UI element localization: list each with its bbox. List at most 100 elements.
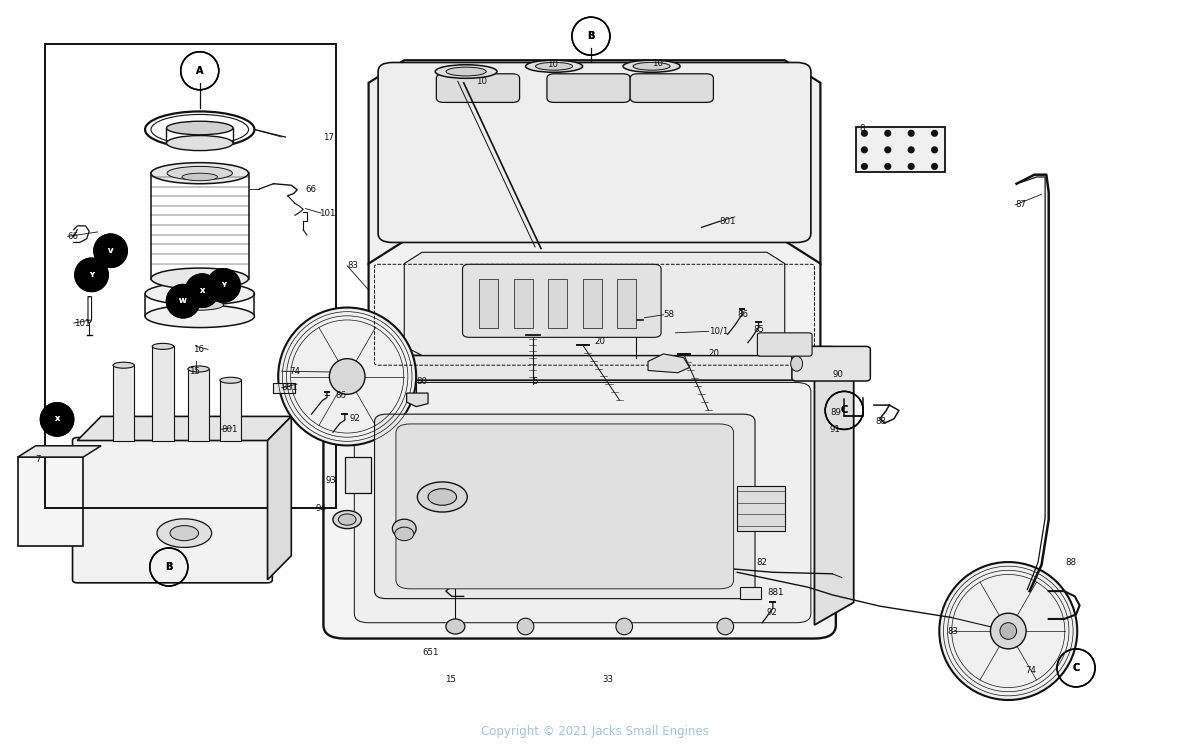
Ellipse shape bbox=[526, 60, 583, 72]
Ellipse shape bbox=[517, 618, 534, 635]
FancyBboxPatch shape bbox=[547, 74, 630, 102]
Text: 90: 90 bbox=[832, 370, 843, 380]
FancyBboxPatch shape bbox=[378, 62, 811, 242]
Polygon shape bbox=[407, 393, 428, 407]
Text: X: X bbox=[200, 288, 205, 294]
Polygon shape bbox=[369, 241, 820, 367]
Ellipse shape bbox=[861, 130, 868, 137]
Ellipse shape bbox=[1000, 623, 1017, 639]
Text: A: A bbox=[196, 66, 203, 76]
Ellipse shape bbox=[145, 282, 254, 305]
Text: X: X bbox=[200, 288, 205, 294]
Text: 74: 74 bbox=[289, 367, 300, 376]
Text: 85: 85 bbox=[754, 325, 765, 334]
Text: ENGINES: ENGINES bbox=[564, 445, 625, 459]
Text: 10/1: 10/1 bbox=[709, 327, 728, 336]
Text: 93: 93 bbox=[326, 476, 336, 485]
Polygon shape bbox=[273, 383, 295, 393]
Text: 33: 33 bbox=[603, 675, 614, 684]
Text: W: W bbox=[180, 298, 187, 304]
Ellipse shape bbox=[990, 613, 1026, 649]
Text: 58: 58 bbox=[663, 310, 674, 319]
Text: V: V bbox=[108, 248, 113, 254]
Text: C: C bbox=[1072, 663, 1080, 673]
Text: X: X bbox=[55, 416, 59, 422]
Text: 20: 20 bbox=[709, 349, 719, 358]
Ellipse shape bbox=[75, 258, 108, 291]
Text: 92: 92 bbox=[767, 608, 778, 617]
FancyBboxPatch shape bbox=[396, 424, 734, 589]
Text: 101: 101 bbox=[74, 319, 90, 328]
Ellipse shape bbox=[717, 618, 734, 635]
Ellipse shape bbox=[157, 519, 212, 547]
Ellipse shape bbox=[333, 511, 361, 529]
Text: B: B bbox=[165, 562, 172, 572]
Ellipse shape bbox=[185, 274, 219, 307]
FancyBboxPatch shape bbox=[436, 74, 520, 102]
Text: 101: 101 bbox=[319, 209, 335, 218]
Polygon shape bbox=[345, 355, 814, 380]
Ellipse shape bbox=[395, 527, 414, 541]
Text: 881: 881 bbox=[282, 383, 298, 392]
Ellipse shape bbox=[40, 403, 74, 436]
Text: 66: 66 bbox=[68, 232, 78, 241]
Text: 89: 89 bbox=[830, 408, 841, 417]
Bar bbox=[18, 457, 83, 546]
Text: SMALL: SMALL bbox=[566, 429, 623, 444]
Ellipse shape bbox=[623, 60, 680, 72]
Text: B: B bbox=[587, 31, 594, 41]
Ellipse shape bbox=[329, 358, 365, 395]
Ellipse shape bbox=[417, 482, 467, 512]
Text: V: V bbox=[108, 248, 113, 254]
Bar bbox=[583, 279, 602, 328]
Bar bbox=[479, 279, 498, 328]
Ellipse shape bbox=[791, 356, 803, 371]
Text: JACKS: JACKS bbox=[553, 402, 636, 426]
Text: 83: 83 bbox=[347, 261, 358, 270]
Text: Copyright © 2021 Jacks Small Engines: Copyright © 2021 Jacks Small Engines bbox=[480, 725, 709, 739]
Ellipse shape bbox=[446, 67, 486, 76]
Ellipse shape bbox=[278, 307, 416, 446]
Ellipse shape bbox=[185, 274, 219, 307]
Text: Y: Y bbox=[89, 272, 94, 278]
Text: ©: © bbox=[630, 404, 642, 417]
FancyBboxPatch shape bbox=[757, 333, 812, 356]
Ellipse shape bbox=[885, 130, 892, 137]
Text: 94: 94 bbox=[315, 504, 326, 513]
Ellipse shape bbox=[176, 300, 224, 310]
Text: C: C bbox=[841, 405, 848, 416]
Text: 801: 801 bbox=[719, 217, 736, 226]
Bar bbox=[617, 279, 636, 328]
Text: 17: 17 bbox=[323, 133, 334, 142]
Ellipse shape bbox=[145, 305, 254, 328]
Ellipse shape bbox=[392, 520, 416, 538]
Polygon shape bbox=[268, 416, 291, 580]
Ellipse shape bbox=[428, 489, 457, 505]
Text: 92: 92 bbox=[350, 414, 360, 423]
Bar bbox=[45, 44, 336, 508]
Text: 651: 651 bbox=[422, 648, 439, 657]
Text: 82: 82 bbox=[756, 558, 767, 567]
Polygon shape bbox=[369, 60, 820, 264]
Text: 15: 15 bbox=[445, 675, 455, 684]
Bar bbox=[220, 380, 241, 441]
Text: 801: 801 bbox=[221, 425, 238, 434]
Text: 86: 86 bbox=[335, 391, 346, 400]
Ellipse shape bbox=[207, 269, 240, 302]
Text: 80: 80 bbox=[416, 376, 427, 386]
Text: C: C bbox=[841, 405, 848, 416]
Text: 83: 83 bbox=[948, 626, 958, 636]
Text: X: X bbox=[55, 416, 59, 422]
Bar bbox=[856, 127, 945, 172]
Ellipse shape bbox=[338, 514, 357, 526]
Text: 10: 10 bbox=[547, 59, 558, 69]
Ellipse shape bbox=[182, 173, 218, 181]
Text: Y: Y bbox=[89, 272, 94, 278]
Ellipse shape bbox=[152, 343, 174, 349]
Ellipse shape bbox=[907, 163, 914, 170]
Ellipse shape bbox=[220, 377, 241, 383]
Text: 91: 91 bbox=[830, 425, 841, 434]
Ellipse shape bbox=[885, 146, 892, 154]
Ellipse shape bbox=[931, 163, 938, 170]
Text: 8: 8 bbox=[860, 123, 866, 133]
